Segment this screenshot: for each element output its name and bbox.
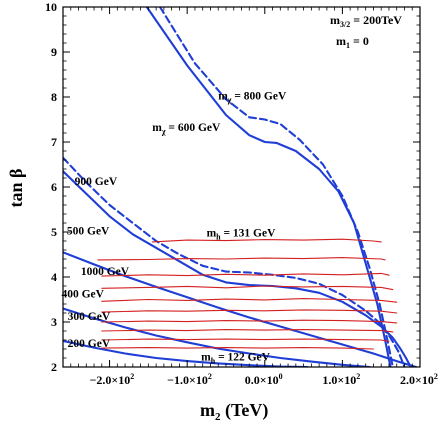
y-tick-label: 7 xyxy=(51,135,57,149)
param-m32: m3/2 = 200TeV xyxy=(330,13,402,29)
y-tick-label: 10 xyxy=(45,0,57,14)
x-tick-label: −2.0×102 xyxy=(90,372,135,387)
x-tick-label: 0.0×100 xyxy=(245,372,283,387)
x-axis-label: m2 (TeV) xyxy=(200,400,268,423)
neutralino-contour-3 xyxy=(63,156,406,367)
higgs-contour-11 xyxy=(101,298,398,303)
contour-label: 900 GeV xyxy=(75,176,118,188)
higgs-contour-10 xyxy=(101,285,394,291)
contour-label: 200 GeV xyxy=(68,338,111,350)
contour-label: 1000 GeV xyxy=(81,266,130,278)
y-tick-label: 8 xyxy=(51,90,57,104)
series-layer xyxy=(63,7,418,367)
y-axis-label: tan β xyxy=(6,169,26,208)
higgs-contour-16 xyxy=(101,347,374,350)
y-tick-label: 5 xyxy=(51,225,57,239)
contour-label: 500 GeV xyxy=(67,225,110,237)
neutralino-contour-0 xyxy=(145,7,392,367)
y-tick-label: 3 xyxy=(51,315,57,329)
x-tick-label: 2.0×102 xyxy=(400,372,438,387)
annotation-layer: mχ = 800 GeV mχ = 600 GeV mh = 131 GeV mh =… xyxy=(61,90,287,365)
contour-label: mh = 122 GeV xyxy=(201,351,271,365)
higgs-contour-15 xyxy=(101,338,390,342)
higgs-contour-9 xyxy=(101,272,390,277)
contour-label: 300 GeV xyxy=(68,311,111,323)
contour-label: 400 GeV xyxy=(61,288,104,300)
neutralino-contour-4 xyxy=(63,251,418,367)
tick-layer: −2.0×102 −1.0×102 0.0×100 1.0×102 2.0×102 2 3 4… xyxy=(45,0,438,387)
higgs-contour-8 xyxy=(97,257,386,261)
x-tick-label: −1.0×102 xyxy=(167,372,212,387)
higgs-contour-14 xyxy=(101,329,394,333)
higgs-contour-12 xyxy=(101,309,398,314)
y-tick-label: 9 xyxy=(51,45,57,59)
contour-label: mχ = 600 GeV xyxy=(152,122,221,136)
neutralino-contour-1 xyxy=(158,7,394,367)
higgs-contour-7 xyxy=(151,238,382,243)
contour-label: mh = 131 GeV xyxy=(207,228,277,242)
y-tick-label: 6 xyxy=(51,180,57,194)
y-tick-label: 4 xyxy=(51,270,57,284)
y-tick-label: 2 xyxy=(51,360,57,374)
contour-label: mχ = 800 GeV xyxy=(218,90,287,104)
neutralino-contour-5 xyxy=(63,307,371,367)
param-m1: m1 = 0 xyxy=(336,34,369,50)
higgs-contour-13 xyxy=(101,319,398,324)
x-tick-label: 1.0×102 xyxy=(322,372,360,387)
